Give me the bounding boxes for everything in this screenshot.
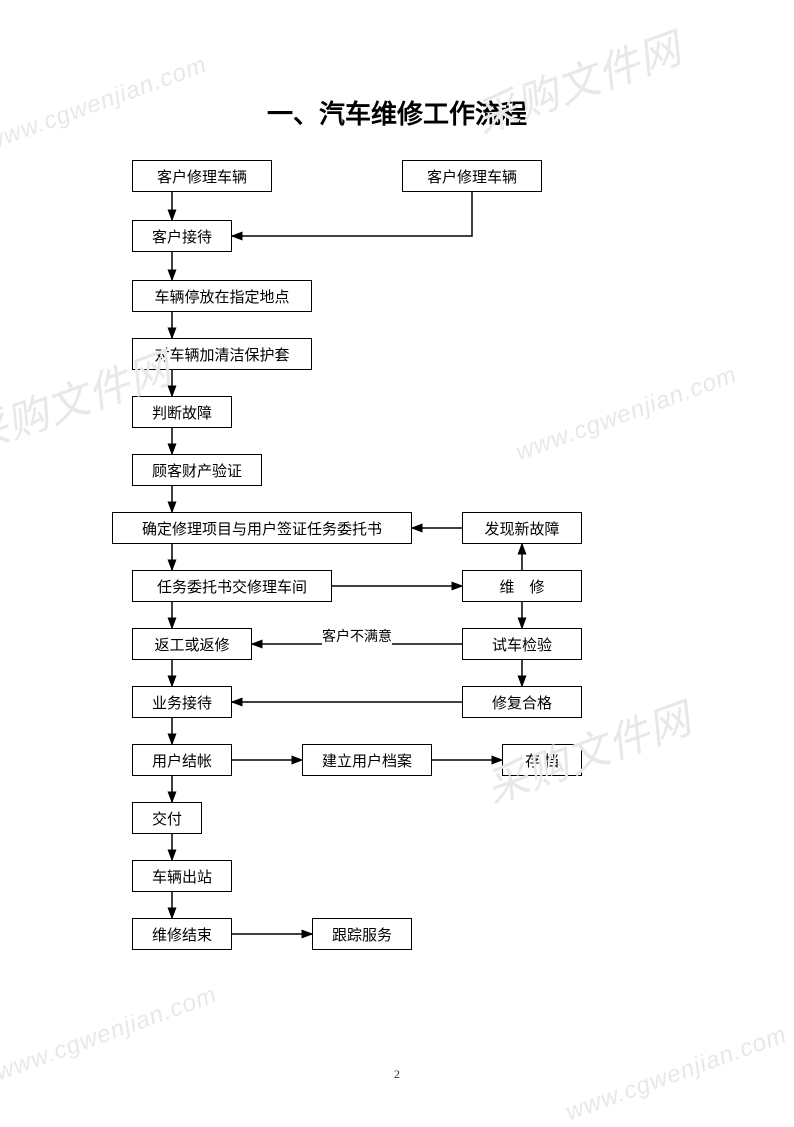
flowchart-node-n19: 交付 — [132, 802, 202, 834]
flowchart-node-n1: 客户修理车辆 — [132, 160, 272, 192]
flowchart-node-n12: 返工或返修 — [132, 628, 252, 660]
flowchart-node-n14: 业务接待 — [132, 686, 232, 718]
edge-label: 客户不满意 — [322, 626, 392, 646]
flowchart-node-n10: 任务委托书交修理车间 — [132, 570, 332, 602]
flowchart-node-n15: 修复合格 — [462, 686, 582, 718]
flowchart-container: 客户修理车辆客户修理车辆客户接待车辆停放在指定地点对车辆加清洁保护套判断故障顾客… — [112, 160, 682, 950]
flowchart-node-n6: 判断故障 — [132, 396, 232, 428]
flowchart-node-n11: 维 修 — [462, 570, 582, 602]
flowchart-node-n4: 车辆停放在指定地点 — [132, 280, 312, 312]
flowchart-node-n5: 对车辆加清洁保护套 — [132, 338, 312, 370]
flowchart-node-n17: 建立用户档案 — [302, 744, 432, 776]
flowchart-node-n8: 确定修理项目与用户签证任务委托书 — [112, 512, 412, 544]
page-number: 2 — [0, 1067, 794, 1082]
flowchart-node-n13: 试车检验 — [462, 628, 582, 660]
flowchart-node-n18: 存 档 — [502, 744, 582, 776]
flowchart-node-n22: 跟踪服务 — [312, 918, 412, 950]
flowchart-node-n3: 客户接待 — [132, 220, 232, 252]
flowchart-node-n7: 顾客财产验证 — [132, 454, 262, 486]
flowchart-node-n16: 用户结帐 — [132, 744, 232, 776]
flowchart-node-n21: 维修结束 — [132, 918, 232, 950]
page-title: 一、汽车维修工作流程 — [0, 94, 794, 131]
flowchart-node-n2: 客户修理车辆 — [402, 160, 542, 192]
flowchart-node-n9: 发现新故障 — [462, 512, 582, 544]
flowchart-node-n20: 车辆出站 — [132, 860, 232, 892]
